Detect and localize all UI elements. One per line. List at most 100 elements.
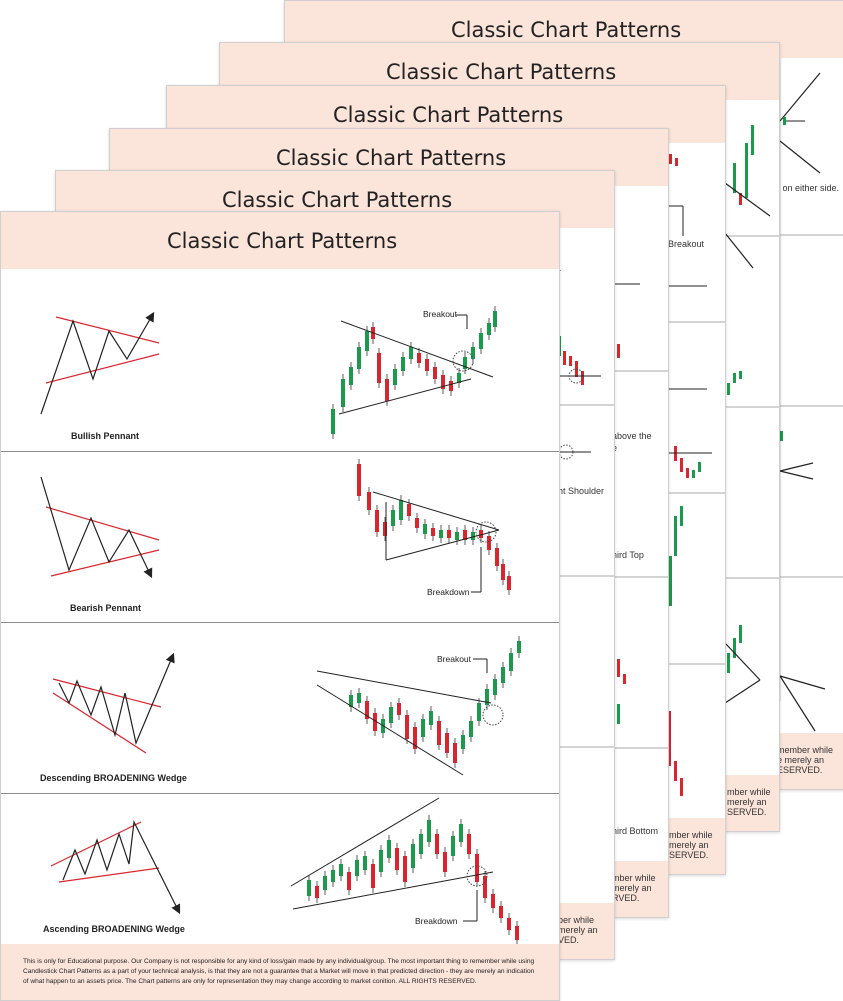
pattern-label: Ascending BROADENING Wedge: [43, 924, 185, 934]
candle-body: [377, 353, 381, 383]
candle-body: [507, 576, 511, 590]
candle-body: [323, 876, 327, 890]
candle-body: [437, 721, 441, 745]
trend-line: [340, 320, 494, 378]
candle-body: [501, 564, 505, 580]
candle-body: [435, 834, 439, 854]
candle-body: [413, 727, 417, 749]
candle-body: [371, 864, 375, 888]
candle-body: [357, 347, 361, 369]
candle-body: [509, 653, 513, 671]
trend-line: [316, 670, 492, 704]
candle-body: [363, 856, 367, 870]
candle-body: [451, 836, 455, 856]
pattern-row-descending-broadening-wedge: Descending BROADENING Wedge Breakout: [1, 622, 559, 794]
candle-body: [383, 522, 387, 536]
candle-body: [427, 820, 431, 842]
candle-body: [403, 856, 407, 882]
candle-body: [379, 850, 383, 872]
candle-body: [425, 359, 429, 371]
fragment-reserved-2: SERVED.: [727, 807, 767, 817]
trend-line: [372, 491, 500, 531]
trend-line: [385, 529, 500, 561]
candle-body: [471, 532, 475, 540]
sheet-front-title: Classic Chart Patterns: [167, 228, 398, 253]
candle-body: [495, 548, 499, 566]
candle-body: [501, 667, 505, 683]
candle-body: [411, 844, 415, 868]
candle-body: [485, 689, 489, 705]
candle-body: [499, 906, 503, 918]
sheet-6-footer: [775, 733, 843, 789]
sheet-4-footer: [667, 818, 725, 874]
candle-body: [347, 872, 351, 890]
fragment-member-while-5: ber while: [558, 915, 595, 925]
breakdown-annotation: Breakdown: [415, 916, 458, 926]
fragment-reserved-5: VED.: [558, 935, 580, 945]
breakout-circle: [466, 865, 488, 887]
candle-body: [429, 711, 433, 725]
candle-body: [483, 876, 487, 898]
candle-body: [331, 870, 335, 882]
sheet-6-art: [779, 58, 843, 732]
candle-body: [401, 357, 405, 371]
breakout-circle: [475, 521, 497, 543]
sheet-2-footer: [556, 903, 614, 959]
pattern-row-bullish-pennant: Bullish Pennant Breakout: [1, 269, 559, 441]
fragment-either-side: n on either side.: [775, 183, 840, 193]
sheet-front: Classic Chart Patterns Bullish Pennant B…: [0, 211, 560, 1001]
bullish-pennant-diagram: [40, 306, 497, 439]
candle-body: [397, 703, 401, 715]
fragment-merely-an-1: e merely an: [777, 755, 825, 765]
candle-body: [405, 715, 409, 739]
sheet-2-title: Classic Chart Patterns: [222, 187, 453, 212]
candle-body: [417, 353, 421, 363]
candle-body: [399, 500, 403, 520]
breakout-circle: [482, 704, 504, 726]
breakdown-annotation: Breakdown: [427, 587, 470, 597]
candle-body: [415, 518, 419, 528]
fragment-merely-an-5: merely an: [558, 925, 598, 935]
candle-body: [467, 834, 471, 854]
pattern-label: Bullish Pennant: [71, 431, 140, 441]
candle-body: [433, 367, 437, 379]
candle-body: [517, 641, 521, 653]
candle-body: [445, 733, 449, 753]
trend-line: [338, 378, 472, 415]
candle-body: [315, 886, 319, 898]
candle-body: [457, 373, 461, 383]
candle-body: [453, 743, 457, 763]
pattern-label: Descending BROADENING Wedge: [40, 773, 187, 783]
candle-body: [419, 834, 423, 854]
candle-body: [463, 530, 467, 540]
candle-body: [447, 530, 451, 538]
trend-line: [316, 684, 464, 776]
trend-line: [292, 871, 494, 910]
candle-body: [487, 536, 491, 550]
candle-body: [409, 347, 413, 359]
candle-body: [471, 347, 475, 359]
sheet-5-title: Classic Chart Patterns: [386, 59, 617, 84]
candle-body: [365, 701, 369, 719]
candle-body: [389, 707, 393, 723]
pattern-row-bearish-pennant: Bearish Pennant Breakdown: [1, 451, 559, 623]
candle-body: [469, 721, 473, 737]
bearish-pennant-diagram: [40, 459, 511, 595]
candle-body: [461, 735, 465, 749]
candle-body: [491, 894, 495, 908]
candle-body: [475, 854, 479, 882]
candle-body: [455, 532, 459, 540]
candle-body: [487, 323, 491, 335]
fragment-member-while-3: mber while: [669, 830, 713, 840]
candle-body: [423, 524, 427, 534]
breakout-annotation: Breakout: [423, 309, 458, 319]
candle-body: [515, 926, 519, 940]
candle-body: [393, 369, 397, 385]
candle-body: [357, 693, 361, 703]
candle-body: [479, 530, 483, 538]
fragment-merely-an-3: merely an: [669, 840, 709, 850]
fragment-reserved-1: ESERVED.: [777, 765, 823, 775]
fragment-third-bottom: hird Bottom: [612, 826, 659, 836]
descending-broadening-wedge-diagram: [52, 636, 521, 776]
candle-body: [395, 848, 399, 870]
